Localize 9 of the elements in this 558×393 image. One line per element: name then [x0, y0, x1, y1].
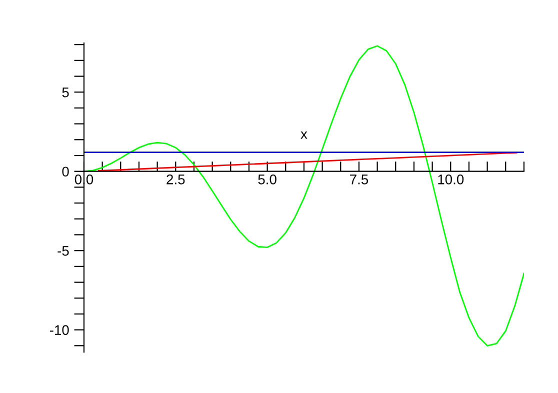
y-tick-label: -5 [58, 246, 69, 256]
y-tick-label: -10 [50, 325, 69, 335]
x-axis-title: x [300, 131, 308, 139]
y-tick-label: 5 [62, 88, 69, 98]
x-tick-label: 2.5 [166, 174, 185, 184]
x-tick-label: 7.5 [350, 174, 368, 184]
x-tick-label: 5.0 [258, 174, 276, 184]
y-tick-label: 0 [62, 166, 69, 177]
x-tick-label: 10.0 [438, 174, 464, 184]
